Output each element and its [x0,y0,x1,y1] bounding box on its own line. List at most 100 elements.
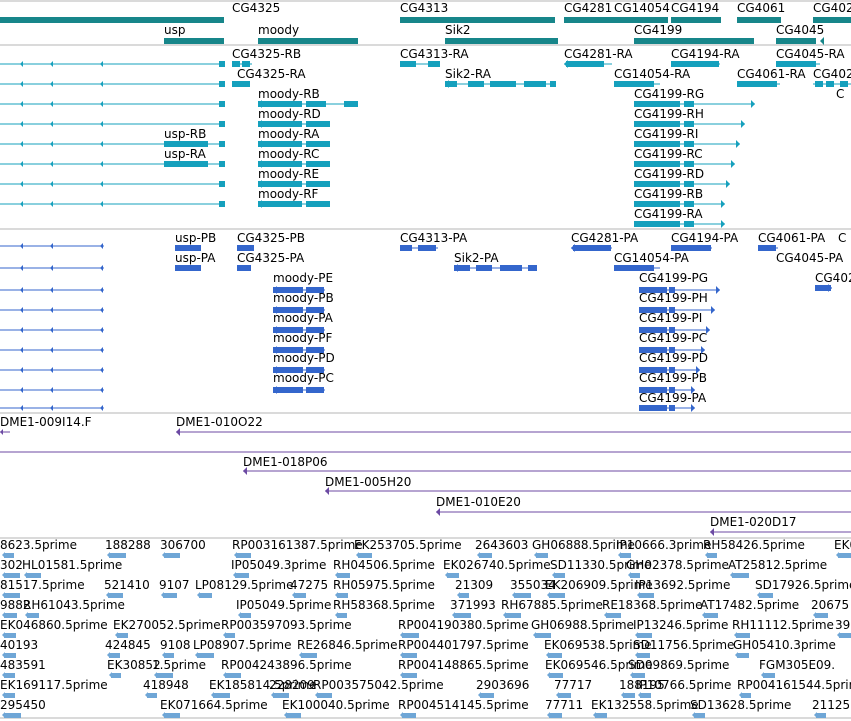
est-label[interactable]: LP08129.5prime [195,578,294,592]
est-label[interactable]: GH05410.3prime [733,638,836,652]
est-block[interactable] [454,613,471,618]
est-label[interactable]: RP004401797.5prime [398,638,529,652]
gene-label[interactable]: moody [258,23,299,37]
exon-block[interactable] [500,265,522,271]
est-label[interactable]: SD13628.5prime [690,698,791,712]
clone-label[interactable]: DME1-018P06 [243,455,328,469]
est-block[interactable] [839,633,851,638]
est-block[interactable] [595,713,607,718]
est-block[interactable] [117,633,128,638]
est-label[interactable]: RP004243896.5prime [221,658,352,672]
exon-block[interactable] [634,201,680,207]
est-label[interactable]: LP08907.5prime [193,638,292,652]
clone-label[interactable]: DME1-005H20 [325,475,411,489]
est-block[interactable] [27,613,39,618]
est-block[interactable] [26,573,41,578]
exon-block[interactable] [258,161,302,167]
est-label[interactable]: RP004514145.5prime [398,698,529,712]
exon-block[interactable] [273,307,303,313]
transcript-label[interactable]: moody-RC [258,147,319,161]
est-label[interactable]: IP13692.5prime [635,578,730,592]
protein-label[interactable]: moody-PE [273,271,333,285]
exon-block[interactable] [669,405,675,411]
est-block[interactable] [213,693,230,698]
est-block[interactable] [535,633,551,638]
exon-block[interactable] [684,101,694,107]
protein-label[interactable]: moody-PC [273,371,334,385]
est-block[interactable] [480,693,494,698]
est-block[interactable] [763,673,775,678]
est-label[interactable]: 81517.5prime [0,578,85,592]
gene-label[interactable]: CG4281 [564,1,612,15]
exon-block[interactable] [634,141,680,147]
est-block[interactable] [549,593,565,598]
protein-label[interactable]: moody-PA [273,311,334,325]
exon-block[interactable] [669,287,675,293]
est-label[interactable]: 77711 [545,698,583,712]
transcript-label[interactable]: CG4194-RA [671,47,740,61]
transcript-label[interactable]: CG4281-RA [564,47,633,61]
exon-block[interactable] [826,81,834,87]
transcript-label[interactable]: CG14054-RA [614,67,691,81]
exon-block[interactable] [306,287,324,293]
exon-block[interactable] [316,201,330,207]
exon-block[interactable] [306,101,326,107]
est-label[interactable]: 418948 [143,678,189,692]
transcript-label[interactable]: CG402 [813,67,851,81]
protein-label[interactable]: moody-PF [273,331,332,345]
exon-block[interactable] [669,387,675,393]
protein-label[interactable]: CG4199-PC [639,331,707,345]
exon-block[interactable] [490,81,516,87]
est-block[interactable] [741,693,751,698]
est-label[interactable]: RE18368.5prime [602,598,703,612]
exon-block[interactable] [669,367,675,373]
protein-label[interactable]: CG402 [815,271,851,285]
est-block[interactable] [337,573,350,578]
exon-block[interactable] [316,141,330,147]
est-block[interactable] [109,553,126,558]
exon-block[interactable] [175,265,201,271]
est-block[interactable] [707,553,717,558]
est-label[interactable]: 188195 [619,678,665,692]
est-label[interactable]: 47275 [290,578,328,592]
protein-label[interactable]: CG4194-PA [671,231,739,245]
est-block[interactable] [732,573,749,578]
exon-block[interactable] [634,161,680,167]
gene-label[interactable]: CG4325 [232,1,280,15]
protein-label[interactable]: CG4045-PA [776,251,844,265]
clone-label[interactable]: DME1-009I14.F [0,415,92,429]
transcript-label[interactable]: C [836,87,844,101]
exon-block[interactable] [273,367,303,373]
exon-block[interactable] [669,327,675,333]
est-block[interactable] [164,653,174,658]
protein-label[interactable]: CG4199-PA [639,391,707,405]
transcript-label[interactable]: CG4199-RH [634,107,704,121]
est-label[interactable]: 521410 [104,578,150,592]
est-block[interactable] [286,713,301,718]
exon-block[interactable] [219,181,225,187]
gene-bar[interactable] [445,38,558,44]
exon-block[interactable] [634,101,680,107]
transcript-label[interactable]: moody-RF [258,187,319,201]
exon-block[interactable] [400,61,416,67]
gene-bar[interactable] [776,38,816,44]
transcript-label[interactable]: CG4061-RA [737,67,806,81]
est-block[interactable] [156,673,173,678]
exon-block[interactable] [306,387,324,393]
transcript-label[interactable]: CG4199-RB [634,187,703,201]
protein-label[interactable]: moody-PB [273,291,334,305]
exon-block[interactable] [164,141,208,147]
gene-label[interactable]: Sik2 [445,23,471,37]
transcript-label[interactable]: CG4199-RD [634,167,704,181]
exon-block[interactable] [476,265,492,271]
est-label[interactable]: 2903696 [476,678,529,692]
exon-block[interactable] [639,405,667,411]
est-block[interactable] [606,613,621,618]
est-block[interactable] [514,593,531,598]
protein-label[interactable]: CG4313-PA [400,231,468,245]
est-label[interactable]: 306700 [160,538,206,552]
est-block[interactable] [447,573,459,578]
protein-label[interactable]: CG4199-PB [639,371,707,385]
exon-block[interactable] [815,285,831,291]
gene-bar[interactable] [634,38,754,44]
